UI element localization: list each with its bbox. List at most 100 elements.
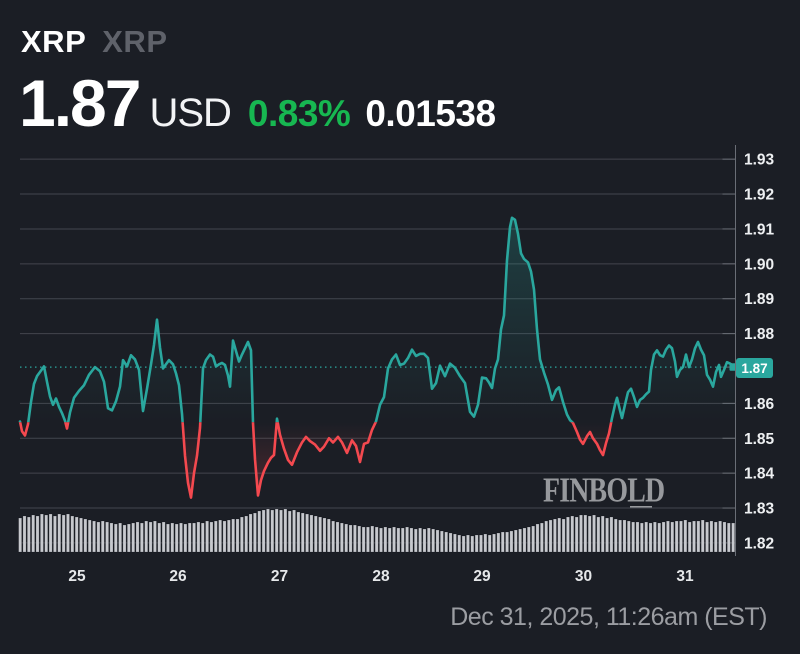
volume-bar xyxy=(48,513,53,553)
volume-bar xyxy=(483,533,488,553)
volume-bar xyxy=(340,522,344,553)
volume-bar xyxy=(79,517,83,553)
volume-bar xyxy=(179,522,183,553)
volume-bar xyxy=(600,515,605,553)
y-axis-label: 1.84 xyxy=(744,466,775,483)
volume-bar xyxy=(505,531,509,553)
area-fill-up xyxy=(20,217,735,423)
volume-bar xyxy=(61,514,66,553)
volume-bar xyxy=(196,521,201,553)
volume-bar xyxy=(261,509,266,553)
volume-bar xyxy=(444,531,449,553)
volume-bar xyxy=(35,515,40,553)
volume-bar xyxy=(570,515,575,553)
volume-bar xyxy=(105,521,109,553)
volume-bar xyxy=(274,508,279,553)
volume-bar xyxy=(435,529,440,553)
volume-bar xyxy=(148,521,153,553)
volume-bar xyxy=(270,509,275,553)
y-axis-label: 1.83 xyxy=(744,501,775,518)
volume-bar xyxy=(713,521,718,553)
volume-bar xyxy=(40,513,44,553)
volume-bar xyxy=(448,532,453,553)
volume-bar xyxy=(687,521,692,553)
volume-bar xyxy=(144,520,149,553)
volume-bar xyxy=(83,518,88,553)
volume-bar xyxy=(596,516,601,553)
volume-bar xyxy=(718,520,722,553)
volume-bar xyxy=(348,524,353,553)
volume-bar xyxy=(131,522,135,553)
x-axis-label: 27 xyxy=(271,568,288,585)
volume-bar xyxy=(209,521,214,553)
volume-bar xyxy=(431,528,435,553)
volume-bar xyxy=(583,514,588,553)
volume-bar xyxy=(440,530,444,553)
volume-bar xyxy=(357,525,362,553)
volume-bar xyxy=(344,523,349,553)
volume-bar xyxy=(496,532,501,553)
volume-bar xyxy=(127,523,131,553)
volume-bar xyxy=(679,520,683,553)
y-axis-label: 1.93 xyxy=(744,152,775,169)
volume-bar xyxy=(205,520,209,553)
volume-bar xyxy=(292,509,296,553)
volume-bar xyxy=(535,523,540,553)
volume-bar xyxy=(696,520,701,553)
volume-bar xyxy=(492,533,496,553)
volume-bar xyxy=(661,521,666,553)
volume-bar xyxy=(248,513,253,553)
volume-bar xyxy=(92,520,96,553)
volume-bar xyxy=(287,510,292,553)
volume-bar xyxy=(227,519,231,553)
volume-bar xyxy=(622,519,627,553)
volume-bar xyxy=(422,528,427,553)
volume-bar xyxy=(322,517,327,553)
volume-bar xyxy=(592,514,596,553)
volume-bar xyxy=(513,529,518,553)
x-axis-label: 28 xyxy=(372,568,390,585)
volume-bar xyxy=(66,513,70,553)
volume-bar xyxy=(666,520,670,553)
x-axis-label: 26 xyxy=(169,568,187,585)
x-axis-label: 31 xyxy=(676,568,694,585)
y-axis-label: 1.86 xyxy=(744,396,775,413)
volume-bar xyxy=(579,514,583,553)
volume-bar xyxy=(396,527,401,553)
current-price-value: 1.87 xyxy=(19,66,141,140)
volume-bar xyxy=(635,521,640,553)
volume-bar xyxy=(574,516,579,553)
volume-bar xyxy=(70,515,75,553)
volume-bar xyxy=(118,522,122,553)
symbol-name: XRP xyxy=(21,24,87,59)
volume-bar xyxy=(257,510,262,553)
volume-bar xyxy=(153,520,157,553)
volume-bar xyxy=(457,534,462,553)
volume-bar xyxy=(222,520,227,553)
volume-bar xyxy=(253,512,257,553)
x-axis-label: 30 xyxy=(575,568,592,585)
volume-bar xyxy=(353,524,357,553)
symbol-row: XRP XRP xyxy=(21,26,168,57)
volume-bar xyxy=(96,521,101,553)
volume-bar xyxy=(522,527,527,553)
volume-bar xyxy=(561,518,566,553)
volume-bar xyxy=(53,515,57,553)
volume-bar xyxy=(266,508,270,553)
volume-bar xyxy=(331,520,335,553)
volume-bar xyxy=(631,521,635,553)
volume-bar xyxy=(640,522,644,553)
volume-bar xyxy=(683,519,688,553)
volume-bar xyxy=(427,527,431,553)
volume-bar xyxy=(244,515,249,553)
volume-bar xyxy=(231,518,235,553)
volume-bar xyxy=(296,511,301,553)
price-line-up xyxy=(18,216,737,423)
volume-bar xyxy=(161,521,166,553)
volume-bar xyxy=(727,522,731,553)
volume-bar xyxy=(466,534,470,553)
volume-bar xyxy=(213,520,218,553)
volume-bar xyxy=(305,513,309,553)
